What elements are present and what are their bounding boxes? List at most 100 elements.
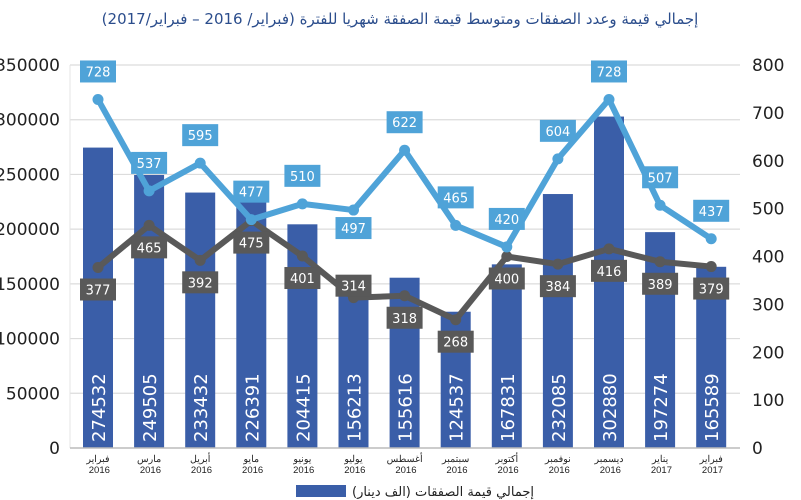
legend: إجمالي قيمة الصفقات (الف دينار) <box>296 485 534 500</box>
bar-value-label: 233432 <box>191 373 212 442</box>
right-tick-label: 600 <box>752 152 784 172</box>
left-tick-label: 250000 <box>0 165 60 185</box>
data-label-box <box>488 207 525 230</box>
category-label: يونيو 2016 <box>291 454 315 476</box>
legend-swatch <box>296 485 346 497</box>
data-point <box>552 153 564 165</box>
data-label-box <box>488 267 525 290</box>
data-label-box <box>539 119 576 142</box>
data-label: 475 <box>239 237 264 252</box>
data-label-box <box>591 60 627 83</box>
data-label-box <box>182 124 219 147</box>
category-label: يوليو 2016 <box>342 454 366 476</box>
bar-value-label: 274532 <box>89 373 110 442</box>
category-label: ديسمبر 2016 <box>594 454 624 476</box>
data-label-box <box>80 60 116 83</box>
data-label: 416 <box>597 265 622 280</box>
data-label: 437 <box>699 205 724 220</box>
data-point <box>450 219 462 231</box>
bar <box>338 277 369 448</box>
category-label: نوفمبر 2016 <box>544 454 571 476</box>
data-label-box <box>591 259 627 282</box>
data-label: 400 <box>494 273 519 288</box>
left-tick-label: 200000 <box>0 220 60 240</box>
data-point <box>705 261 717 273</box>
data-label: 465 <box>137 241 162 256</box>
right-tick-label: 400 <box>752 248 784 268</box>
data-label: 377 <box>86 284 111 299</box>
data-label-box <box>437 186 474 209</box>
data-label-box <box>131 236 168 259</box>
data-point <box>92 262 104 274</box>
data-label: 728 <box>86 65 111 80</box>
data-point <box>603 243 615 255</box>
data-label: 389 <box>648 278 673 293</box>
bar <box>594 116 624 448</box>
left-axis: 0 50000 100000 150000 200000 250000 300000 3500… <box>0 56 60 459</box>
data-label-box <box>284 164 321 187</box>
data-label-box <box>386 111 423 134</box>
data-label: 401 <box>290 272 315 287</box>
right-tick-label: 500 <box>752 200 784 220</box>
right-tick-label: 100 <box>752 391 784 411</box>
data-label-box <box>131 151 168 174</box>
bar-value-label: 302880 <box>600 373 621 442</box>
data-point <box>603 93 615 105</box>
data-label-box <box>437 330 474 353</box>
data-point <box>245 214 257 226</box>
right-tick-label: 800 <box>752 56 784 76</box>
data-label: 537 <box>137 157 162 172</box>
category-label: سبتمبر 2016 <box>441 454 469 476</box>
data-label: 507 <box>648 171 673 186</box>
category-label: فبراير 2016 <box>85 454 110 476</box>
data-point <box>654 256 666 268</box>
bar <box>389 277 420 448</box>
data-point <box>194 157 206 169</box>
left-tick-label: 50000 <box>6 384 60 404</box>
data-point <box>296 198 308 210</box>
data-label-box <box>233 180 270 203</box>
bar-value-label: 167831 <box>498 373 519 442</box>
bar-series: 274532 249505 233432 226391 204415 156213 1556… <box>83 116 727 448</box>
data-point <box>501 251 513 262</box>
bar-value-label: 226391 <box>242 373 263 442</box>
x-axis-labels: فبراير 2016 مارس 2016 أبريل 2016 مايو 2016 ي… <box>85 452 723 476</box>
category-label: يناير 2017 <box>648 454 672 476</box>
bar <box>491 264 522 448</box>
data-label: 392 <box>188 276 213 291</box>
data-label-box <box>335 217 372 240</box>
data-point <box>143 219 155 231</box>
data-point <box>399 144 411 156</box>
bar-value-label: 197274 <box>651 373 672 442</box>
bar-value-label: 165589 <box>702 373 723 442</box>
data-label: 379 <box>699 283 724 298</box>
data-point <box>552 258 564 270</box>
data-label: 604 <box>545 125 570 140</box>
bar <box>542 194 573 448</box>
left-tick-label: 100000 <box>0 330 60 350</box>
line-series: 728 537 595 477 510 497 622 465 420 604 728 507 437 3… <box>80 60 730 353</box>
data-point <box>705 233 717 245</box>
data-label-box <box>182 271 219 294</box>
data-label: 420 <box>494 213 519 228</box>
legend-label: إجمالي قيمة الصفقات (الف دينار) <box>352 485 534 500</box>
data-point <box>194 254 206 266</box>
data-label: 314 <box>341 280 366 295</box>
data-label-box <box>233 231 270 254</box>
data-label: 318 <box>392 312 417 327</box>
bar <box>645 232 676 448</box>
data-point <box>399 290 411 302</box>
data-label-box <box>642 272 679 295</box>
right-tick-label: 700 <box>752 104 784 124</box>
right-tick-label: 0 <box>752 439 763 459</box>
data-label: 268 <box>443 336 468 351</box>
data-label: 497 <box>341 222 366 237</box>
data-label-box <box>386 306 423 329</box>
bar-value-label: 249505 <box>140 373 161 442</box>
left-tick-label: 150000 <box>0 275 60 295</box>
bar-value-label: 204415 <box>293 373 314 442</box>
data-point <box>501 241 513 253</box>
category-label: أغسطس 2016 <box>387 452 423 476</box>
data-label-box <box>693 199 730 222</box>
data-label: 622 <box>392 116 417 131</box>
